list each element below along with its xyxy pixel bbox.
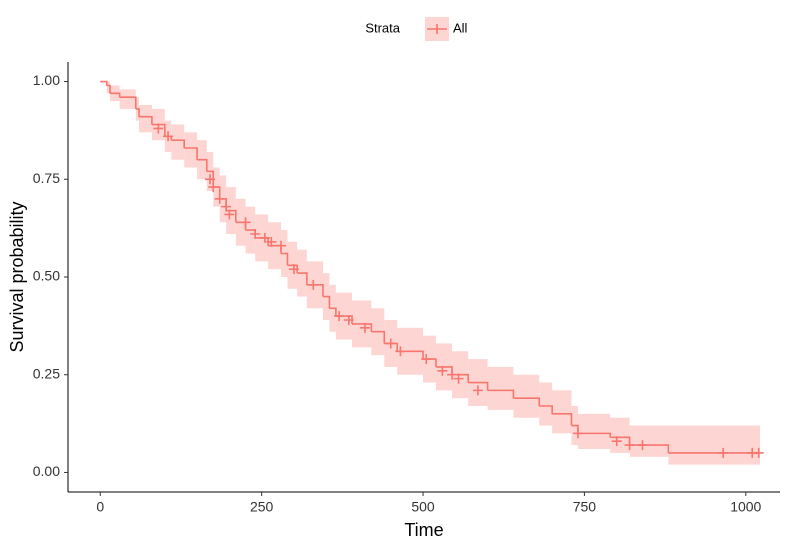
x-tick-label: 250 (250, 499, 274, 515)
confidence-band (119, 89, 136, 109)
legend: All (425, 17, 468, 41)
survival-step (371, 330, 386, 344)
survival-step (352, 323, 373, 332)
survival-step (397, 350, 424, 360)
x-axis-title: Time (404, 520, 443, 540)
censor-mark (163, 131, 174, 142)
censor-mark (447, 369, 458, 380)
censor-mark (208, 182, 219, 193)
x-tick-label: 500 (411, 499, 435, 515)
y-tick-label: 0.00 (33, 463, 60, 479)
y-tick-label: 1.00 (33, 72, 60, 88)
survival-step (452, 373, 470, 383)
survival-step (297, 272, 308, 285)
censor-mark (308, 279, 319, 290)
censor-mark (472, 385, 483, 396)
confidence-band (610, 417, 630, 453)
censor-mark (359, 322, 370, 333)
censor-mark (385, 338, 396, 349)
confidence-band (552, 390, 572, 434)
censor-mark (288, 264, 299, 275)
survival-step (552, 413, 573, 426)
confidence-band (487, 366, 514, 410)
legend-title: Strata (365, 20, 400, 35)
survival-step (468, 381, 489, 391)
x-tick-label: 0 (96, 499, 104, 515)
survival-step (139, 115, 153, 125)
y-tick-label: 0.75 (33, 170, 60, 186)
survival-step (513, 397, 541, 406)
survival-step (109, 92, 121, 98)
survival-step (197, 158, 208, 172)
survival-step (322, 295, 331, 309)
survival-step (184, 147, 198, 160)
survival-step (287, 264, 298, 274)
y-axis-title: Survival probability (7, 201, 27, 352)
confidence-band (171, 124, 185, 160)
survival-step (487, 389, 515, 399)
censor-mark (624, 440, 635, 451)
confidence-band (668, 425, 760, 465)
confidence-band (184, 132, 198, 168)
survival-step (100, 80, 108, 86)
x-tick-label: 750 (573, 499, 597, 515)
survival-step (151, 123, 166, 137)
censor-mark (572, 428, 583, 439)
survival-step (206, 170, 215, 188)
survival-step (329, 307, 337, 317)
censor-mark (395, 346, 406, 357)
x-tick-label: 1000 (730, 499, 761, 515)
censor-mark (205, 174, 216, 185)
confidence-band (577, 413, 611, 449)
censor-mark (266, 236, 277, 247)
survival-step (539, 405, 553, 414)
censor-mark (611, 436, 622, 447)
survival-step (106, 84, 111, 94)
confidence-band (139, 105, 152, 133)
survival-step (135, 108, 140, 117)
censor-mark (153, 123, 164, 134)
censor-mark (259, 232, 270, 243)
confidence-band (513, 374, 540, 418)
censor-mark (224, 209, 235, 220)
y-tick-label: 0.50 (33, 268, 60, 284)
confidence-band (629, 425, 669, 457)
survival-step (171, 139, 185, 148)
censor-mark (421, 354, 432, 365)
survival-step (281, 252, 289, 266)
censor-mark (250, 229, 261, 239)
confidence-band (539, 382, 553, 426)
survival-step (577, 432, 612, 438)
censor-mark (437, 365, 448, 376)
legend-symbol (427, 24, 447, 34)
censor-mark (240, 217, 251, 228)
censor-mark (637, 440, 648, 451)
censor-mark (214, 193, 225, 204)
censor-mark (343, 315, 354, 325)
legend-label: All (453, 20, 468, 35)
censor-mark (334, 311, 345, 322)
confidence-band (106, 81, 110, 94)
censor-mark (453, 373, 464, 384)
censor-mark (753, 447, 764, 458)
censor-mark (276, 240, 287, 251)
censor-mark (718, 447, 729, 458)
y-tick-label: 0.25 (33, 365, 60, 381)
censor-mark (221, 201, 232, 212)
survival-step (119, 96, 137, 109)
